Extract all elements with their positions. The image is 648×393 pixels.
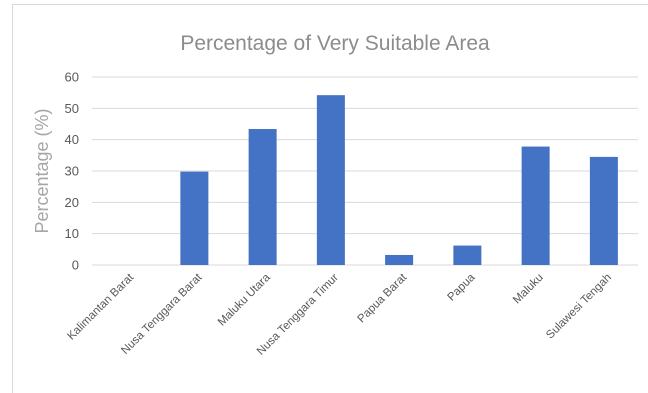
x-tick-label: Papua: [445, 271, 477, 303]
x-tick-label: Kalimantan Barat: [65, 271, 136, 342]
bar: [453, 245, 482, 265]
chart-title: Percentage of Very Suitable Area: [180, 32, 490, 55]
gridlines: [92, 76, 638, 266]
x-tick-label: Sulawesi Tengah: [544, 272, 614, 342]
y-tick-label: 10: [65, 226, 79, 241]
y-tick-label: 20: [65, 195, 79, 210]
bar: [316, 95, 345, 265]
y-tick-label: 40: [65, 132, 79, 147]
bar: [180, 171, 209, 265]
y-tick-label: 50: [65, 101, 79, 116]
x-tick-label: Maluku Utara: [216, 271, 273, 328]
y-tick-label: 0: [72, 258, 79, 273]
y-axis-ticks: 0 10 20 30 40 50 60: [65, 70, 79, 273]
frame-top-border: [12, 4, 648, 5]
y-tick-label: 60: [65, 70, 79, 85]
bar: [248, 129, 277, 265]
frame-left-border: [12, 4, 13, 393]
x-tick-label: Papua Barat: [356, 271, 410, 325]
bar: [385, 254, 414, 265]
bars: [180, 95, 618, 265]
bar: [521, 146, 550, 265]
y-tick-label: 30: [65, 164, 79, 179]
bar: [589, 156, 618, 265]
x-tick-label: Maluku: [511, 272, 546, 307]
y-axis-label: Percentage (%): [32, 108, 52, 233]
